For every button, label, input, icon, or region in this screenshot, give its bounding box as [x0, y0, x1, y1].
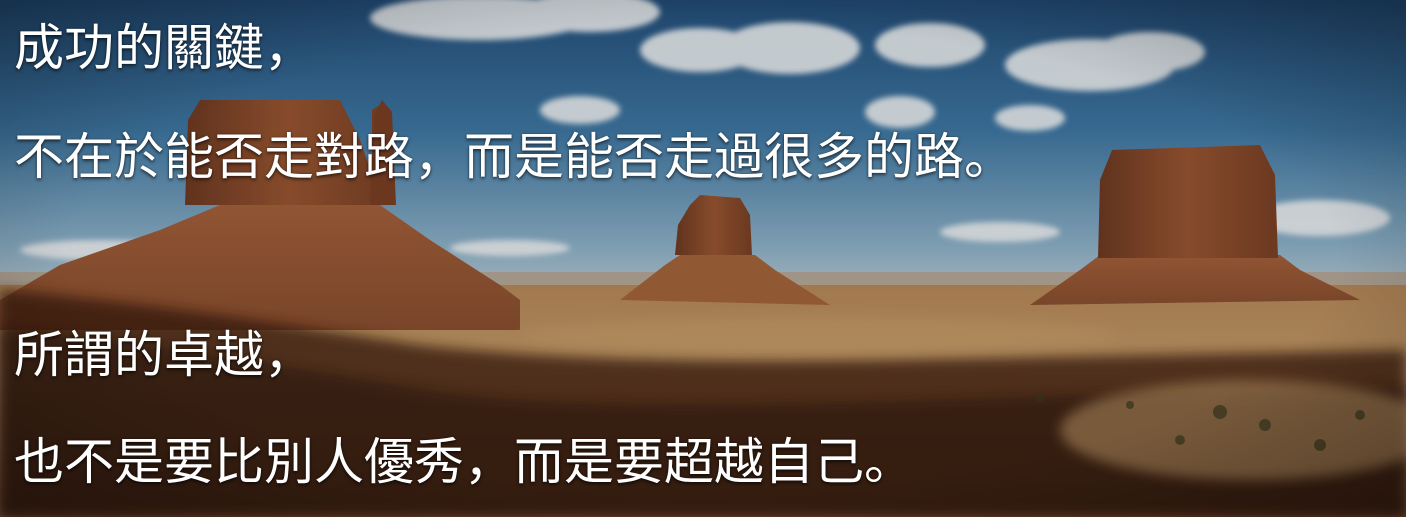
quote-line-2: 不在於能否走對路，而是能否走過很多的路。 [14, 128, 1014, 186]
quote-line-4: 也不是要比別人優秀，而是要超越自己。 [14, 433, 914, 491]
quote-line-1: 成功的關鍵， [14, 19, 314, 77]
quote-line-3: 所謂的卓越， [14, 326, 314, 384]
